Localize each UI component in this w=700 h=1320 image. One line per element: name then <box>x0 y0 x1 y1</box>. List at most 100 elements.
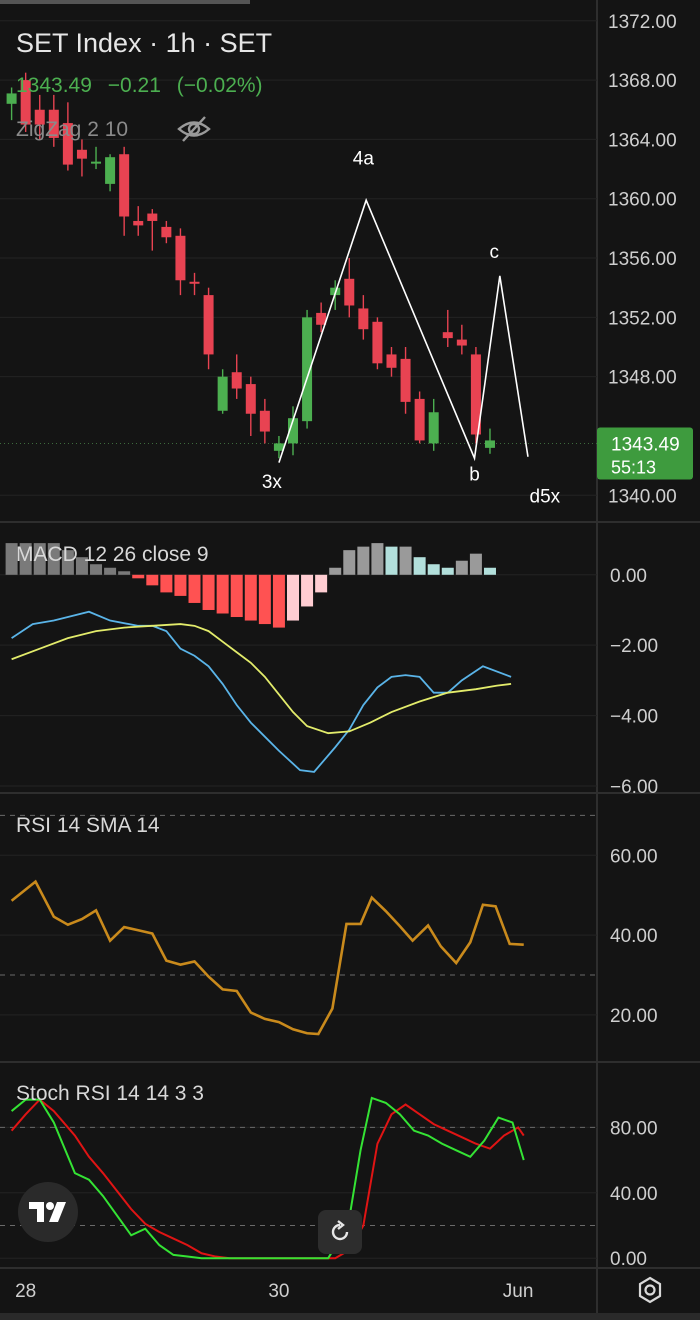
candle-body <box>400 358 411 402</box>
wave-label: b <box>469 464 480 485</box>
stoch-tick-label: 0.00 <box>610 1249 647 1270</box>
wave-label: d5x <box>530 487 561 508</box>
macd-histogram-bar <box>5 543 18 575</box>
candle-body <box>20 80 31 125</box>
candle-body <box>91 161 102 164</box>
macd-histogram-bar <box>19 543 32 575</box>
rsi-pane[interactable] <box>0 814 597 1036</box>
candle-body <box>344 278 355 306</box>
macd-label[interactable]: MACD 12 26 close 9 <box>16 543 209 566</box>
eye-hidden-icon[interactable] <box>176 114 212 149</box>
candle-body <box>62 123 73 165</box>
macd-histogram-bar <box>343 550 356 575</box>
time-tick-label: Jun <box>503 1281 534 1302</box>
macd-tick-label: −2.00 <box>610 636 658 657</box>
macd-histogram-bar <box>357 546 370 575</box>
macd-histogram-bar <box>455 560 468 575</box>
macd-histogram-bar <box>244 574 257 621</box>
macd-histogram-bar <box>216 574 229 614</box>
candle-body <box>358 308 369 330</box>
price-badge-value: 1343.49 <box>611 435 680 456</box>
macd-histogram-bar <box>132 574 145 579</box>
candle-body <box>372 321 383 364</box>
candle-body <box>189 281 200 284</box>
price-badge-countdown: 55:13 <box>611 458 656 478</box>
price-legend: 1343.49 −0.21 (−0.02%) <box>16 74 273 98</box>
candle-body <box>175 235 186 281</box>
price-tick-label: 1372.00 <box>608 12 677 33</box>
zigzag-line <box>278 197 529 463</box>
price-axis[interactable]: 1372.00 1368.00 1364.00 1360.00 1356.00 1352.… <box>597 12 693 1270</box>
macd-pane[interactable] <box>5 543 512 773</box>
candle-body <box>147 213 158 221</box>
macd-histogram-bar <box>202 574 215 610</box>
macd-histogram-bar <box>483 567 496 575</box>
candle-body <box>34 109 45 125</box>
candle-body <box>470 354 481 435</box>
candle-body <box>161 226 172 238</box>
tradingview-logo-icon[interactable] <box>18 1182 78 1242</box>
stoch-rsi-pane[interactable] <box>0 1096 597 1260</box>
rsi-tick-label: 40.00 <box>610 926 658 947</box>
macd-histogram-bar <box>301 574 314 607</box>
macd-histogram-bar <box>47 543 60 575</box>
macd-histogram-bar <box>104 567 117 575</box>
wave-label: 3x <box>262 472 283 493</box>
macd-histogram-bar <box>146 574 159 586</box>
candle-body <box>119 154 130 217</box>
time-axis[interactable]: 28 30 Jun <box>15 1281 533 1302</box>
rsi-label[interactable]: RSI 14 SMA 14 <box>16 814 160 837</box>
price-change-percent: (−0.02%) <box>176 74 263 97</box>
candle-body <box>76 149 87 159</box>
macd-histogram-bar <box>118 571 131 575</box>
candle-body <box>386 354 397 368</box>
price-pane[interactable]: 3x 4a b c d5x <box>6 72 561 508</box>
macd-tick-label: 0.00 <box>610 566 647 587</box>
macd-histogram-bar <box>272 574 285 628</box>
price-tick-label: 1364.00 <box>608 130 677 151</box>
candle-body <box>203 295 214 355</box>
macd-histogram-bar <box>258 574 271 625</box>
settings-gear-icon[interactable] <box>628 1270 672 1310</box>
candle-body <box>316 312 327 325</box>
wave-label: 4a <box>353 149 375 170</box>
macd-histogram-bar <box>33 543 46 575</box>
candle-body <box>231 372 242 389</box>
candle-body <box>302 317 313 422</box>
candle-body <box>245 384 256 414</box>
macd-histogram-bar <box>413 557 426 575</box>
macd-histogram-bar <box>160 574 173 593</box>
time-tick-label: 30 <box>268 1281 289 1302</box>
candle-body <box>288 418 298 444</box>
macd-histogram-bar <box>371 543 384 575</box>
stoch-tick-label: 40.00 <box>610 1184 658 1205</box>
candle-body <box>442 332 453 339</box>
macd-histogram-bar <box>441 567 454 575</box>
price-tick-label: 1360.00 <box>608 190 677 211</box>
macd-histogram-bar <box>315 574 328 593</box>
time-tick-label: 28 <box>15 1281 36 1302</box>
price-tick-label: 1356.00 <box>608 249 677 270</box>
macd-histogram-bar <box>230 574 243 618</box>
macd-tick-label: −6.00 <box>610 777 658 798</box>
candle-body <box>6 93 17 104</box>
macd-histogram-bar <box>427 564 440 575</box>
candle-body <box>273 443 284 451</box>
price-tick-label: 1368.00 <box>608 71 677 92</box>
zigzag-indicator-label[interactable]: ZigZag 2 10 <box>16 118 129 141</box>
price-tick-label: 1348.00 <box>608 368 677 389</box>
macd-histogram-bar <box>329 567 342 575</box>
candle-body <box>456 339 467 346</box>
reset-chart-button[interactable] <box>318 1210 362 1254</box>
stoch-rsi-label[interactable]: Stoch RSI 14 14 3 3 <box>16 1082 204 1105</box>
candle-body <box>133 220 144 226</box>
macd-tick-label: −4.00 <box>610 707 658 728</box>
stoch-k-line <box>10 1096 525 1260</box>
candle-body <box>217 376 228 411</box>
macd-histogram-bar <box>469 553 482 575</box>
stoch-tick-label: 80.00 <box>610 1118 658 1139</box>
candle-body <box>259 410 270 432</box>
price-tick-label: 1352.00 <box>608 308 677 329</box>
macd-histogram-bar <box>399 546 412 575</box>
